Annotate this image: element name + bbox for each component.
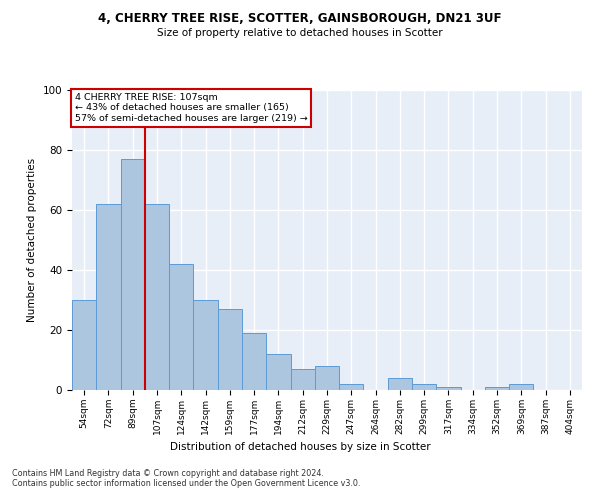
Bar [193,300,218,390]
Bar [72,300,96,390]
Bar [218,309,242,390]
Y-axis label: Number of detached properties: Number of detached properties [27,158,37,322]
Text: Contains HM Land Registry data © Crown copyright and database right 2024.: Contains HM Land Registry data © Crown c… [12,469,324,478]
Bar [315,366,339,390]
Text: 4 CHERRY TREE RISE: 107sqm
← 43% of detached houses are smaller (165)
57% of sem: 4 CHERRY TREE RISE: 107sqm ← 43% of deta… [74,93,307,123]
Bar [339,384,364,390]
Text: Size of property relative to detached houses in Scotter: Size of property relative to detached ho… [157,28,443,38]
Bar [290,369,315,390]
Bar [242,333,266,390]
Text: 4, CHERRY TREE RISE, SCOTTER, GAINSBOROUGH, DN21 3UF: 4, CHERRY TREE RISE, SCOTTER, GAINSBOROU… [98,12,502,26]
Bar [266,354,290,390]
Bar [121,159,145,390]
Bar [96,204,121,390]
Bar [509,384,533,390]
Text: Contains public sector information licensed under the Open Government Licence v3: Contains public sector information licen… [12,479,361,488]
Text: Distribution of detached houses by size in Scotter: Distribution of detached houses by size … [170,442,430,452]
Bar [485,387,509,390]
Bar [388,378,412,390]
Bar [169,264,193,390]
Bar [412,384,436,390]
Bar [436,387,461,390]
Bar [145,204,169,390]
